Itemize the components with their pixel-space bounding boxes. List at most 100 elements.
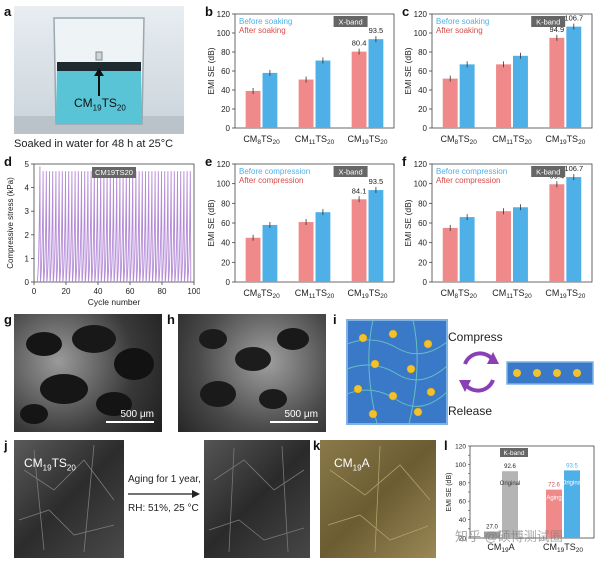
bar-after [351,199,367,282]
sample-label-k: CM19A [334,456,370,473]
value-label-after: 84.1 [352,186,367,195]
category-label: CM11TS20 [295,288,335,300]
cycle-curve [110,171,115,283]
y-axis-label: EMI SE (dB) [403,199,413,246]
cycle-curve [39,171,45,283]
category-label: CM8TS20 [440,134,477,146]
category-label: CM11TS20 [492,134,532,146]
bar-after [549,37,565,128]
y-tick-label: 100 [414,29,428,38]
cycle-curve [49,171,54,283]
y-tick-label: 120 [217,160,231,169]
bar-after [496,211,511,282]
series-tag-original: Original [500,481,521,487]
sem-pores-g [20,325,154,424]
y-axis-label: EMI SE (dB) [403,47,413,94]
band-badge [531,166,566,177]
cycle-curve [87,171,93,283]
value-label-after: 94.9 [550,25,565,34]
y-tick-label: 80 [221,199,230,208]
y-tick-label: 40 [418,86,427,95]
y-tick-label: 20 [221,258,230,267]
cycle-curve [171,171,176,283]
value-label-before: 106.7 [564,14,583,23]
scale-bar-g: 500 μm [120,409,154,420]
legend-label: CM19TS20 [95,168,133,177]
y-tick-label: 80 [418,48,427,57]
y-tick-label: 0 [423,124,428,133]
y-tick-label: 100 [455,462,466,469]
aging-condition-line1: Aging for 1 year, [128,474,201,485]
chart-c: 0 20 40 60 80 100 120 EMI SE (dB) CM8TS20 CM11TS2… [403,10,593,146]
category-label: CM19TS20 [545,288,585,300]
cycle-curve [183,171,189,283]
bar-aging [546,489,562,538]
panel-label-d: d [4,154,12,169]
value-label-before: 106.7 [564,164,583,173]
release-label: Release [448,404,493,418]
cycle-curve [107,171,112,283]
cycle-curve [158,171,163,283]
y-tick-label: 80 [459,480,467,487]
cycle-curve [81,171,86,283]
cycle-curve [135,171,141,283]
legend-after: After compression [239,176,303,185]
watermark: 知乎 @硕博测试圈 [455,529,563,544]
beaker-illustration [14,17,184,134]
cycle-curve [59,171,64,283]
y-axis-label: EMI SE (dB) [206,47,216,94]
value-label-before: 93.5 [369,26,384,35]
scale-bar-h: 500 μm [284,409,318,420]
cycle-curve [126,171,131,283]
band-label: X-band [338,168,362,177]
cycle-curve [43,171,48,283]
chart-f: 0 20 40 60 80 100 120 EMI SE (dB) CM8TS20 CM11TS2… [403,160,593,300]
y-tick-label: 60 [418,67,427,76]
y-tick-label: 0 [423,278,428,287]
panel-label-k: k [313,438,321,453]
cycle-curve [177,171,182,283]
cycle-curve [161,171,166,283]
legend-before: Before compression [239,167,310,176]
sample-label-j: CM19TS20 [24,456,76,473]
cycle-curve [167,171,173,283]
bar-before [262,72,278,128]
series-tag-original: Original [562,480,583,486]
cycle-curve [145,171,150,283]
y-tick-label: 2 [25,231,30,240]
y-tick-label: 0 [226,278,231,287]
cycle-curve [68,171,73,283]
compress-label: Compress [448,330,503,344]
bar-before [513,55,528,128]
chart-b: 0 20 40 60 80 100 120 EMI SE (dB) CM8TS20 CM11TS2… [206,10,395,146]
panel-label-i: i [333,312,337,327]
bar-after [351,51,367,129]
bar-before [459,64,475,128]
category-label: CM19A [487,542,514,554]
sem-image-h: 500 μm [178,314,326,432]
sample-photo-k: CM19A [320,440,436,558]
cycle-curve [78,171,83,283]
value-label-aging: 72.6 [548,483,560,489]
cycle-arrows-icon [459,351,499,393]
x-axis-label: Cycle number [88,297,141,307]
cycle-curve [132,171,137,283]
bar-before [315,60,331,128]
cycle-curve [62,171,67,283]
panel-label-a: a [4,4,12,19]
y-tick-label: 40 [459,517,467,524]
bar-before [262,224,278,282]
cycle-curve [91,171,96,283]
sample-photo-after [204,440,310,558]
chart-l: 20 40 60 80 100 120 EMI SE (dB) K-band 27.0 92.6 O… [446,444,595,554]
category-label: CM19TS20 [545,134,585,146]
cycle-curve [94,171,99,283]
category-label: CM11TS20 [492,288,532,300]
band-badge [333,16,368,27]
y-tick-label: 60 [459,499,467,506]
aging-condition-line2: RH: 51%, 25 °C [128,503,199,514]
legend-before: Before compression [436,167,507,176]
cycle-curve [55,171,61,283]
cycle-curve [116,171,121,283]
panel-label-h: h [167,312,175,327]
